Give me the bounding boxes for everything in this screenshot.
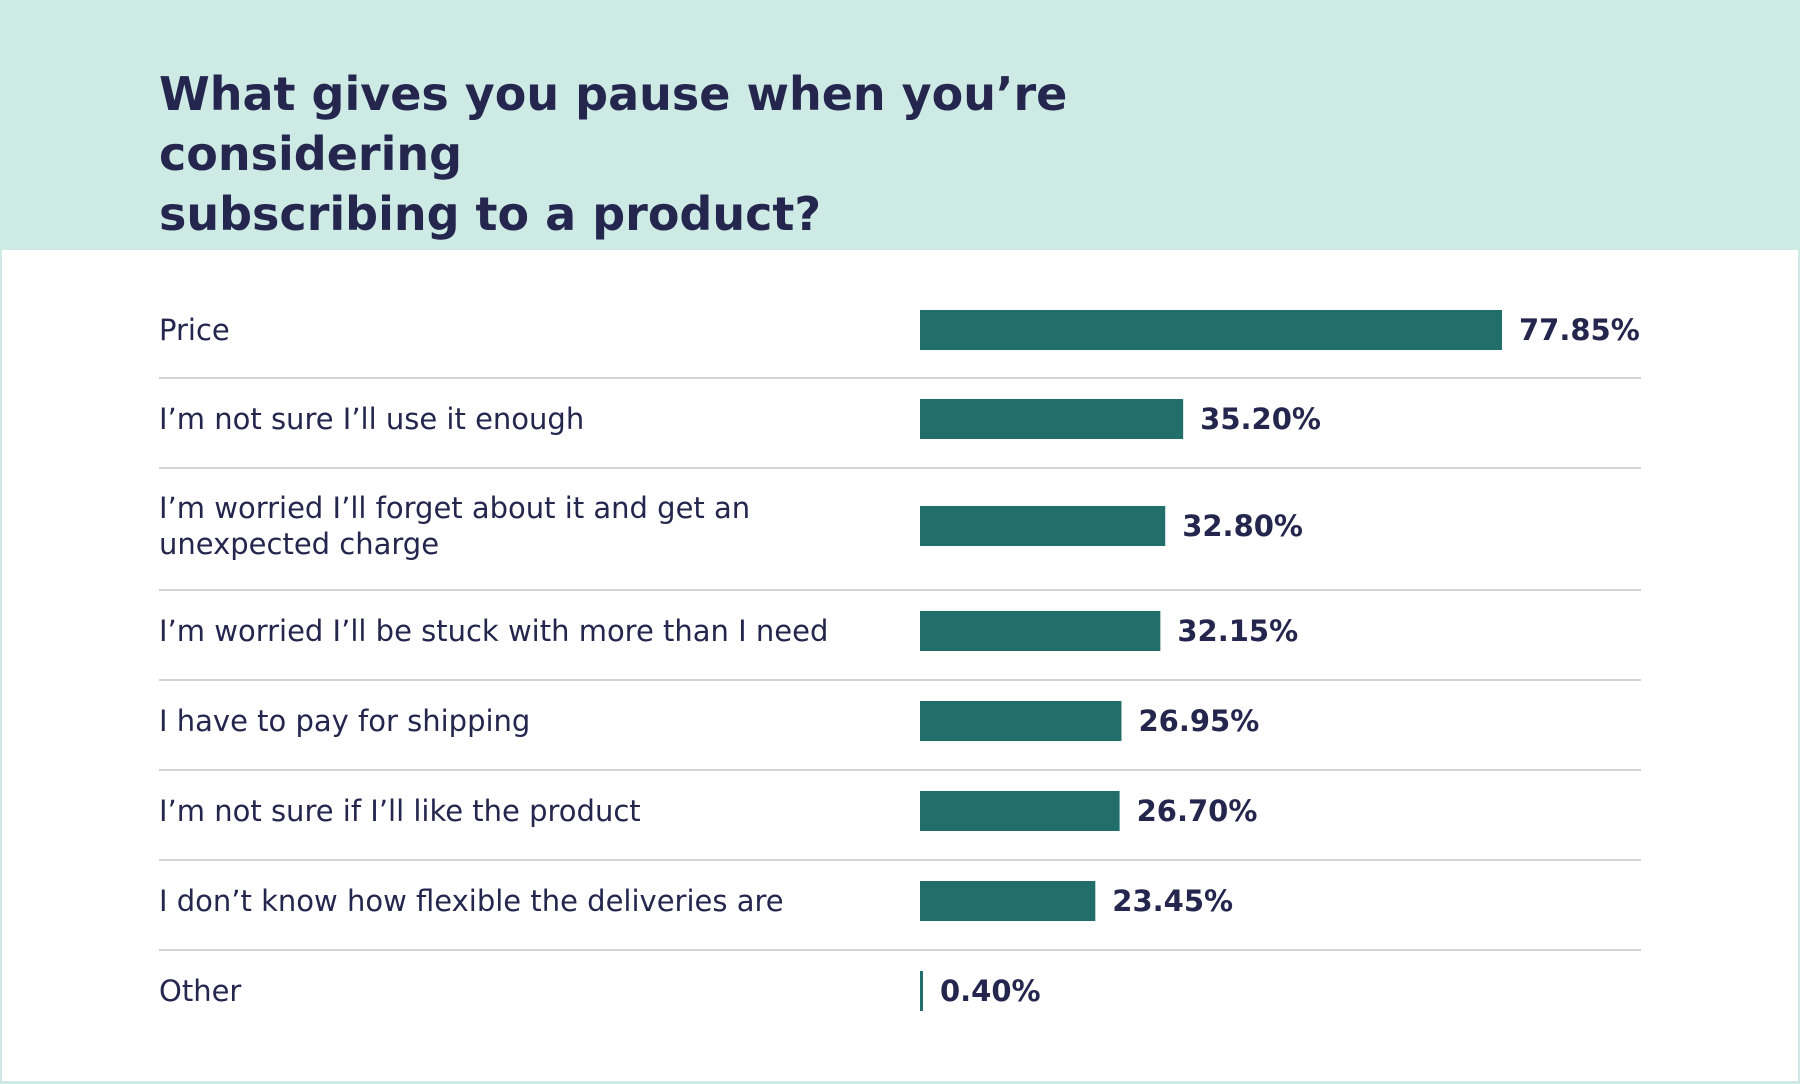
value-label: 23.45% (1112, 884, 1233, 918)
bar (920, 701, 1122, 741)
chart-title: What gives you pause when you’re conside… (159, 67, 1068, 241)
value-label: 0.40% (940, 974, 1041, 1008)
category-label: Price (159, 313, 230, 347)
bar (920, 506, 1166, 546)
bar (920, 399, 1184, 439)
bar (920, 881, 1096, 921)
value-label: 32.80% (1182, 509, 1303, 543)
bar (920, 310, 1502, 350)
category-label: I’m not sure I’ll use it enough (159, 402, 584, 436)
bar (920, 611, 1161, 651)
chart-header: What gives you pause when you’re conside… (0, 0, 1800, 250)
bar (920, 971, 923, 1011)
category-label: I’m worried I’ll forget about it and get… (159, 491, 750, 561)
value-label: 32.15% (1177, 614, 1298, 648)
category-label: Other (159, 974, 241, 1008)
value-label: 26.95% (1138, 704, 1259, 738)
category-label: I’m worried I’ll be stuck with more than… (159, 614, 828, 648)
bar (920, 791, 1120, 831)
value-label: 35.20% (1200, 402, 1321, 436)
category-label: I don’t know how flexible the deliveries… (159, 884, 784, 918)
value-label: 77.85% (1519, 313, 1640, 347)
chart-panel (2, 250, 1798, 1081)
category-label: I’m not sure if I’ll like the product (159, 794, 641, 828)
category-label: I have to pay for shipping (159, 704, 530, 738)
value-label: 26.70% (1137, 794, 1258, 828)
